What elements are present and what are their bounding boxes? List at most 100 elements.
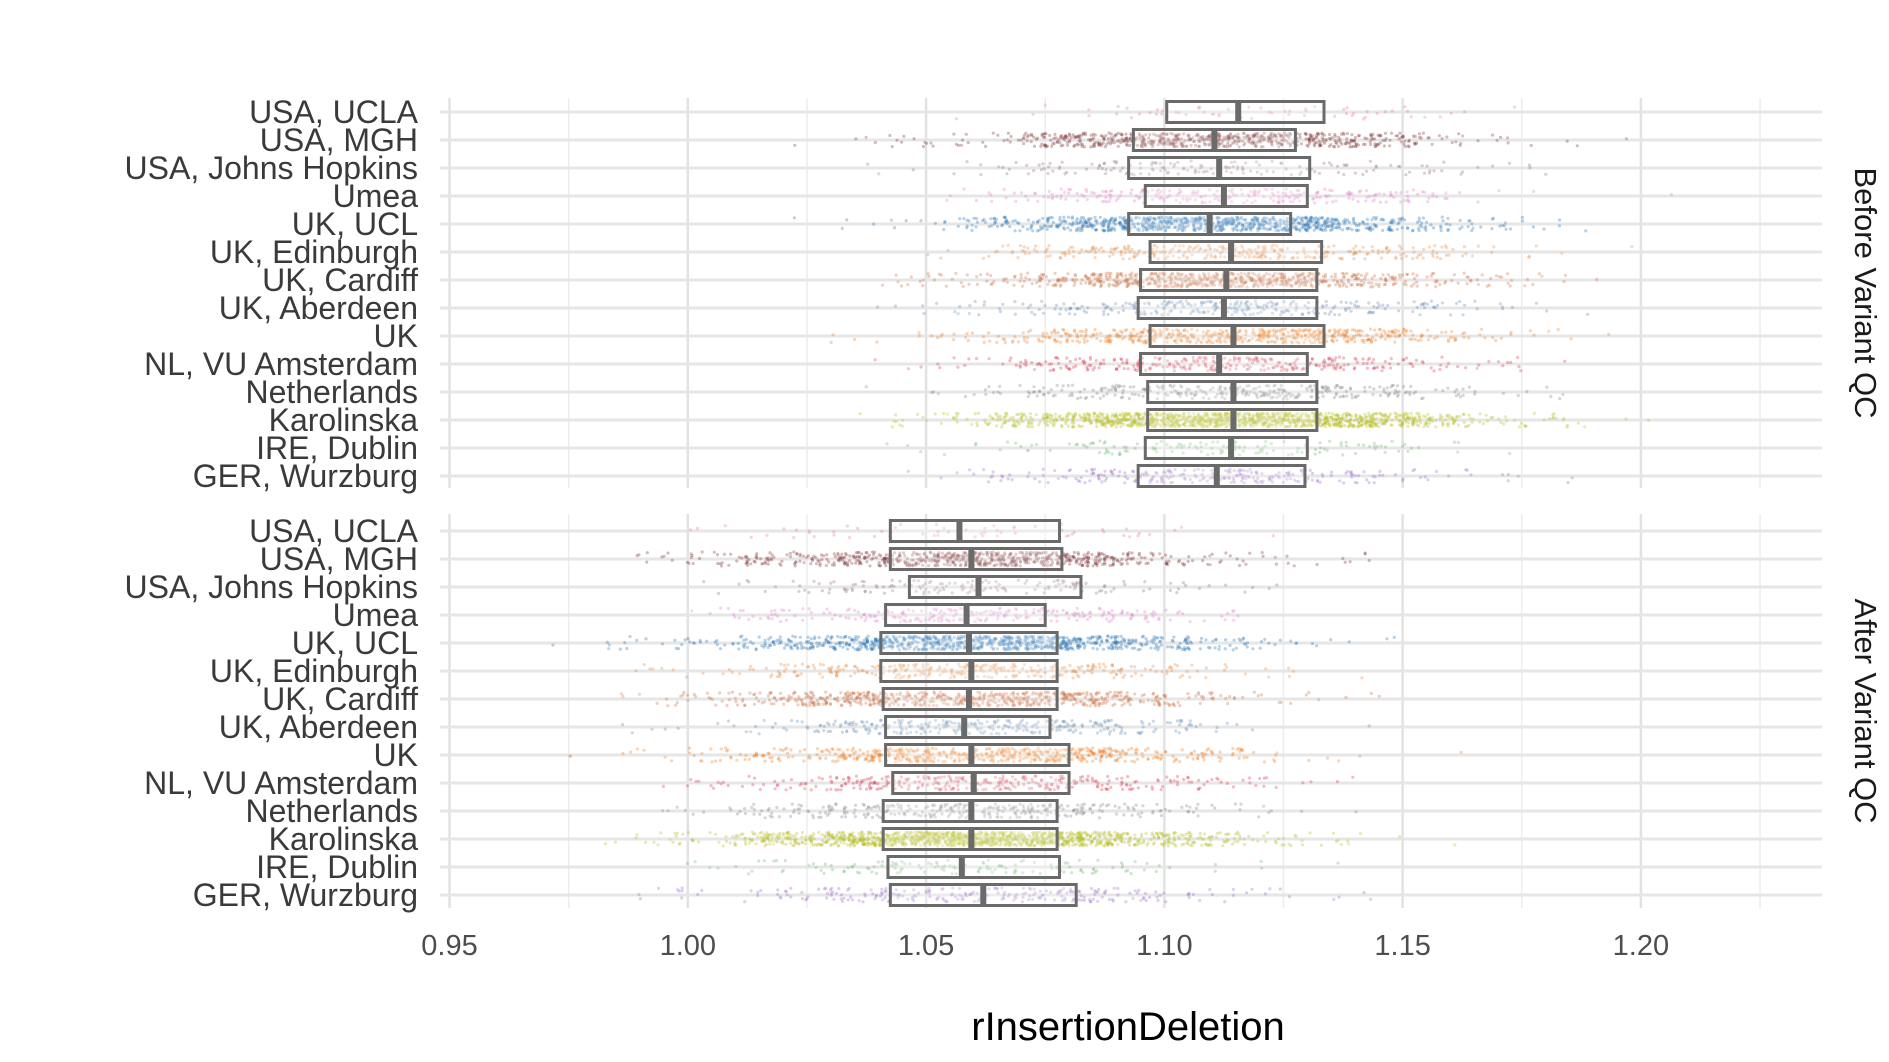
jitter-point [1336,222,1340,226]
jitter-point [1001,223,1005,227]
jitter-point [1220,141,1224,145]
jitter-point [1099,246,1103,250]
jitter-point [1395,384,1400,388]
jitter-point [1267,140,1271,144]
jitter-point [1063,138,1067,142]
jitter-point [1031,220,1035,224]
jitter-point [1280,138,1284,142]
jitter-point [1281,134,1285,138]
jitter-point [1142,138,1146,142]
jitter-point [1093,276,1097,280]
jitter-point [1498,302,1502,306]
jitter-point [1371,132,1375,136]
jitter-point [1236,132,1240,137]
jitter-point [1339,300,1343,304]
jitter-point [1420,225,1424,229]
jitter-point [1115,139,1119,143]
jitter-point [1003,215,1007,219]
jitter-point [968,304,972,308]
jitter-point [1021,331,1025,335]
jitter-point [1048,336,1052,340]
jitter-point [1141,394,1145,398]
jitter-point [1141,340,1145,344]
jitter-point [1392,282,1396,286]
jitter-point [1252,133,1256,137]
jitter-point [1064,308,1068,312]
jitter-point [1132,385,1136,389]
jitter-point [1312,142,1316,146]
jitter-point [1033,312,1037,317]
jitter-point [1229,133,1233,137]
jitter-point [1029,140,1033,144]
jitter-point [1129,191,1133,195]
jitter-point [1487,360,1491,364]
jitter-point [1406,109,1410,113]
jitter-point [1074,278,1078,282]
jitter-point [1172,137,1176,141]
jitter-point [1140,134,1145,138]
jitter-point [1154,161,1158,165]
jitter-point [1304,132,1308,137]
jitter-point [1208,133,1212,137]
jitter-point [1099,387,1103,391]
jitter-point [1013,312,1018,316]
jitter-point [894,273,898,277]
jitter-point [1094,246,1098,250]
jitter-point [1055,140,1059,144]
jitter-point [1047,279,1052,283]
jitter-point [1001,337,1005,341]
jitter-point [1176,136,1180,140]
jitter-point [1057,361,1061,365]
jitter-point [1099,144,1103,148]
jitter-point [1058,134,1063,139]
jitter-point [1226,107,1230,111]
jitter-point [1333,358,1337,362]
jitter-point [984,144,988,148]
jitter-point [1218,142,1222,146]
jitter-point [1152,140,1156,144]
jitter-point [1414,358,1418,362]
jitter-point [1544,172,1548,176]
jitter-point [1053,271,1057,275]
jitter-point [1444,330,1448,334]
jitter-point [1025,139,1029,143]
jitter-point [1429,223,1433,227]
jitter-point [1194,168,1198,172]
jitter-point [1066,215,1071,219]
jitter-point [1457,392,1461,396]
jitter-point [1431,249,1435,253]
jitter-point [1040,134,1044,138]
jitter-point [1444,280,1448,284]
jitter-point [1461,313,1465,317]
jitter-point [1352,139,1356,143]
jitter-point [1413,142,1418,146]
jitter-point [1245,134,1249,138]
jitter-point [1180,143,1184,147]
jitter-point [1218,138,1222,142]
jitter-point [1224,169,1229,173]
jitter-point [1218,134,1222,138]
jitter-point [1082,145,1086,149]
jitter-point [1084,281,1088,285]
jitter-point [1073,312,1077,316]
jitter-point [1110,189,1114,193]
jitter-point [1087,108,1091,112]
jitter-point [975,220,980,224]
jitter-point [1324,139,1328,143]
jitter-point [1345,285,1349,289]
jitter-point [1399,140,1403,144]
jitter-point [1016,256,1020,260]
jitter-point [1140,139,1144,143]
jitter-point [963,394,968,399]
jitter-point [1456,281,1460,285]
jitter-point [1352,220,1356,224]
jitter-point [1261,138,1265,142]
jitter-point [1529,143,1533,148]
jitter-point [1259,106,1263,110]
jitter-point [1369,133,1373,138]
jitter-point [1307,137,1311,141]
jitter-point [1458,299,1462,304]
jitter-point [1282,136,1286,140]
jitter-point [1047,391,1051,395]
jitter-point [929,141,933,145]
